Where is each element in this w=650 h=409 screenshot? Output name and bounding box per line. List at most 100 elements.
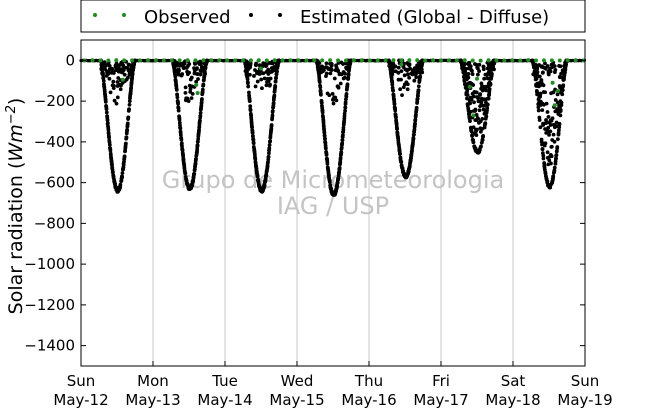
data-point — [200, 87, 205, 92]
data-point — [551, 174, 556, 179]
data-point — [540, 147, 545, 152]
data-point — [477, 108, 482, 113]
data-point — [478, 92, 483, 97]
data-point — [127, 99, 132, 103]
data-point — [560, 92, 565, 97]
data-point — [479, 144, 483, 149]
data-point — [122, 58, 127, 63]
data-point — [244, 65, 249, 69]
data-point — [399, 160, 404, 164]
data-point — [196, 77, 200, 81]
legend-estimated-marker — [278, 13, 282, 17]
data-point — [270, 109, 275, 113]
data-point — [201, 58, 206, 63]
data-point — [463, 61, 468, 66]
data-point — [543, 90, 548, 95]
data-point — [336, 69, 340, 74]
data-point — [116, 76, 121, 80]
data-point — [324, 153, 329, 157]
data-point — [487, 87, 492, 91]
data-point — [175, 92, 180, 97]
data-point — [115, 95, 120, 100]
data-point — [480, 138, 485, 143]
data-point — [563, 60, 567, 65]
data-point — [181, 157, 186, 162]
data-point — [383, 58, 388, 63]
x-tick-label: Wed May-15 — [269, 372, 324, 409]
data-point — [333, 95, 338, 100]
data-point — [192, 68, 197, 73]
data-point — [549, 154, 554, 159]
data-point — [328, 58, 333, 63]
data-point — [351, 58, 356, 63]
data-point — [476, 99, 481, 104]
data-point — [129, 70, 134, 75]
data-point — [546, 114, 551, 119]
y-axis-label: Solar radiation (Wm−2) — [4, 98, 27, 315]
y-tick-label: −600 — [34, 174, 75, 192]
data-point — [342, 75, 347, 80]
x-tick-label: Sun May-12 — [53, 372, 108, 409]
data-point — [179, 137, 184, 142]
grid-lines — [152, 40, 514, 366]
data-point — [481, 133, 486, 138]
data-point — [189, 96, 194, 101]
data-point — [105, 121, 110, 125]
data-point — [121, 63, 126, 68]
data-point — [198, 72, 203, 77]
data-point — [415, 63, 419, 68]
data-point — [555, 92, 560, 97]
data-point — [543, 61, 547, 66]
data-point — [338, 81, 343, 86]
x-tick-label: Mon May-13 — [125, 372, 180, 409]
data-point — [539, 78, 544, 82]
data-point — [187, 70, 191, 75]
x-tick-label: Fri May-17 — [413, 372, 468, 409]
data-point — [407, 75, 412, 80]
data-point — [405, 87, 410, 92]
data-point — [562, 70, 567, 75]
data-point — [247, 90, 251, 95]
data-point — [535, 72, 539, 77]
data-point — [554, 153, 559, 157]
data-point — [112, 98, 117, 103]
data-point — [104, 107, 109, 111]
data-point — [186, 99, 191, 104]
data-point — [209, 58, 214, 63]
data-point — [555, 145, 560, 149]
data-point — [431, 58, 436, 63]
data-point — [545, 150, 550, 155]
data-point — [341, 133, 345, 138]
data-point — [390, 72, 395, 77]
data-point — [189, 75, 194, 80]
data-point — [474, 62, 479, 67]
data-point — [317, 61, 322, 66]
data-point — [545, 179, 550, 184]
data-point — [375, 58, 380, 63]
data-point — [266, 151, 271, 156]
data-point — [412, 78, 417, 83]
data-point — [416, 84, 421, 89]
data-point — [111, 84, 116, 88]
data-point — [557, 121, 562, 126]
data-point — [118, 62, 122, 67]
data-point — [153, 58, 158, 63]
data-point — [411, 72, 415, 77]
data-point — [544, 101, 549, 106]
data-point — [541, 156, 546, 161]
data-point — [416, 88, 421, 93]
data-point — [415, 58, 420, 63]
data-point — [323, 136, 327, 141]
data-point — [241, 58, 245, 63]
data-point — [420, 70, 425, 75]
data-point — [198, 118, 202, 123]
data-point — [269, 123, 274, 127]
data-point — [401, 85, 406, 90]
data-point — [254, 63, 258, 68]
data-point — [475, 127, 479, 132]
data-point — [133, 58, 137, 63]
x-tick-label: Tue May-14 — [197, 372, 252, 409]
data-point — [531, 72, 536, 77]
data-point — [259, 77, 264, 82]
data-point — [320, 66, 325, 71]
